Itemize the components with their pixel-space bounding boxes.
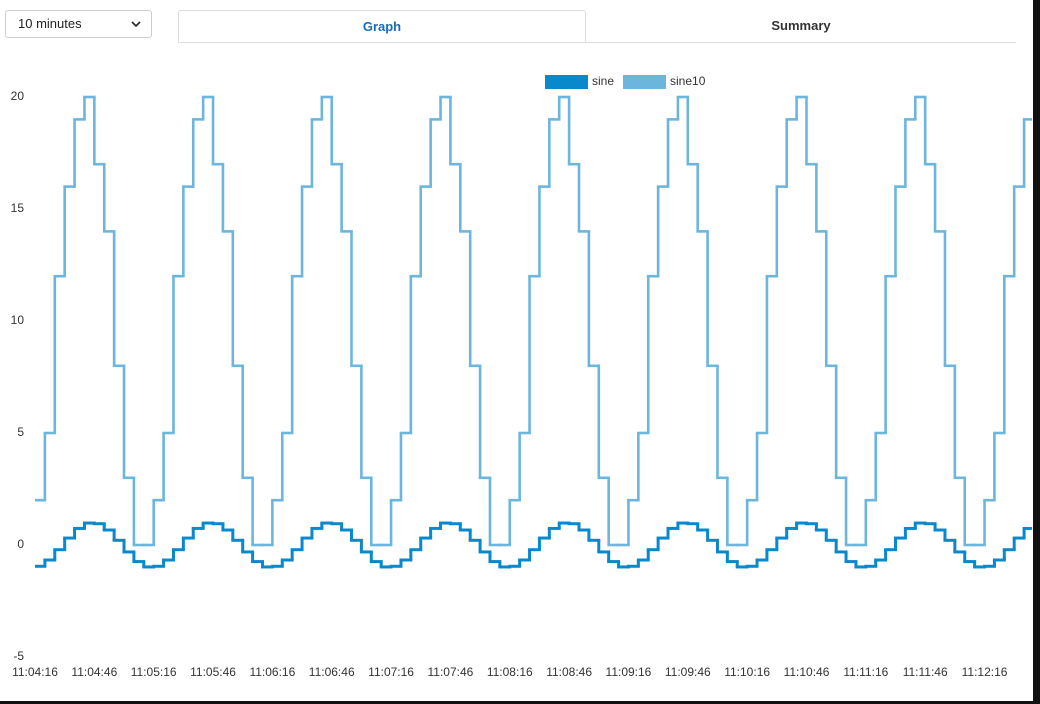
x-tick-label: 11:04:46 xyxy=(71,665,117,679)
x-tick-label: 11:07:46 xyxy=(428,665,474,679)
window-edge xyxy=(0,701,1040,704)
x-tick-label: 11:09:46 xyxy=(665,665,711,679)
legend-swatch xyxy=(623,75,666,89)
tab-bar: Graph Summary xyxy=(178,10,1016,43)
legend-label: sine10 xyxy=(670,74,706,88)
y-tick-label: 10 xyxy=(11,313,25,327)
x-tick-label: 11:12:16 xyxy=(962,665,1008,679)
x-tick-label: 11:07:16 xyxy=(368,665,414,679)
tab-summary[interactable]: Summary xyxy=(771,18,831,33)
x-tick-label: 11:09:16 xyxy=(606,665,652,679)
legend-swatch xyxy=(545,75,588,89)
x-tick-label: 11:08:46 xyxy=(546,665,592,679)
y-tick-label: 0 xyxy=(17,537,24,551)
x-tick-label: 11:11:46 xyxy=(903,665,948,679)
range-select-label: 10 minutes xyxy=(18,16,82,31)
tab-graph[interactable]: Graph xyxy=(178,10,586,42)
y-tick-label: 5 xyxy=(17,425,24,439)
x-tick-label: 11:10:16 xyxy=(724,665,770,679)
x-tick-label: 11:05:16 xyxy=(131,665,177,679)
x-tick-label: 11:08:16 xyxy=(487,665,533,679)
window-edge xyxy=(1033,0,1040,704)
x-tick-label: 11:04:16 xyxy=(12,665,58,679)
y-tick-label: -5 xyxy=(13,649,24,663)
y-tick-label: 20 xyxy=(11,89,25,103)
x-tick-label: 11:06:16 xyxy=(249,665,295,679)
x-tick-label: 11:11:16 xyxy=(843,665,888,679)
x-tick-label: 11:10:46 xyxy=(784,665,830,679)
y-tick-label: 15 xyxy=(11,201,25,215)
x-tick-label: 11:06:46 xyxy=(309,665,355,679)
chevron-icon xyxy=(131,21,141,28)
range-select[interactable]: 10 minutes xyxy=(5,10,152,38)
legend-label: sine xyxy=(592,74,614,88)
plot-area xyxy=(35,95,1032,569)
labels: -5 0 5 10 15 20 11:04:16 11:04:46 11:05:16 11:05:… xyxy=(11,74,1008,679)
x-tick-label: 11:05:46 xyxy=(190,665,236,679)
